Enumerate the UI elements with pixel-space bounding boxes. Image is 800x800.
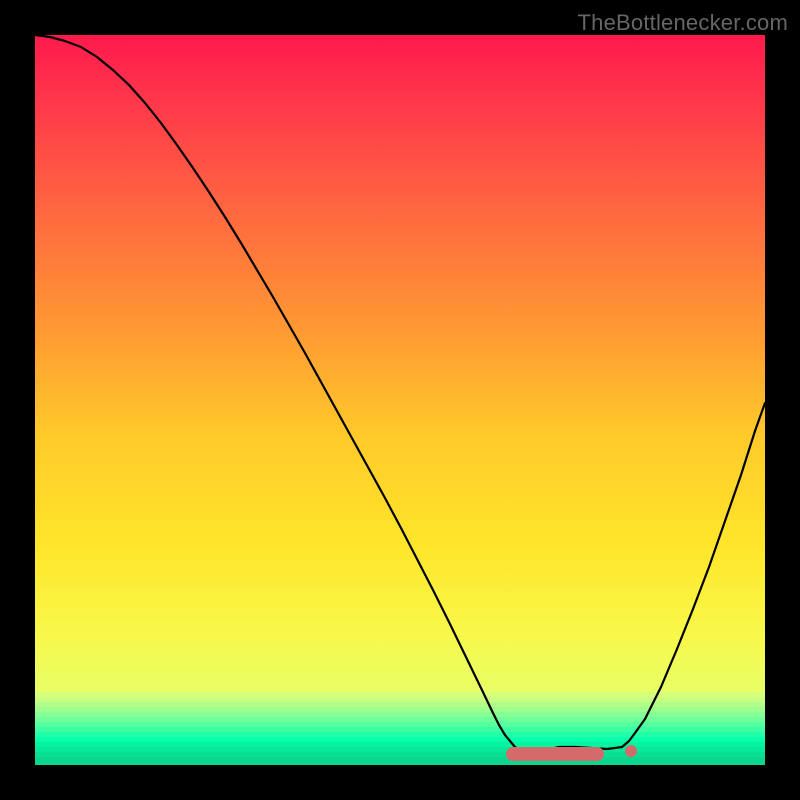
attribution-text: TheBottlenecker.com <box>578 10 788 36</box>
plot-area <box>35 35 765 765</box>
valley-highlight-dot <box>625 745 637 757</box>
chart-container: TheBottlenecker.com <box>0 0 800 800</box>
curve-path <box>35 35 765 755</box>
bottleneck-curve <box>35 35 765 765</box>
valley-highlight-bar <box>506 747 605 762</box>
